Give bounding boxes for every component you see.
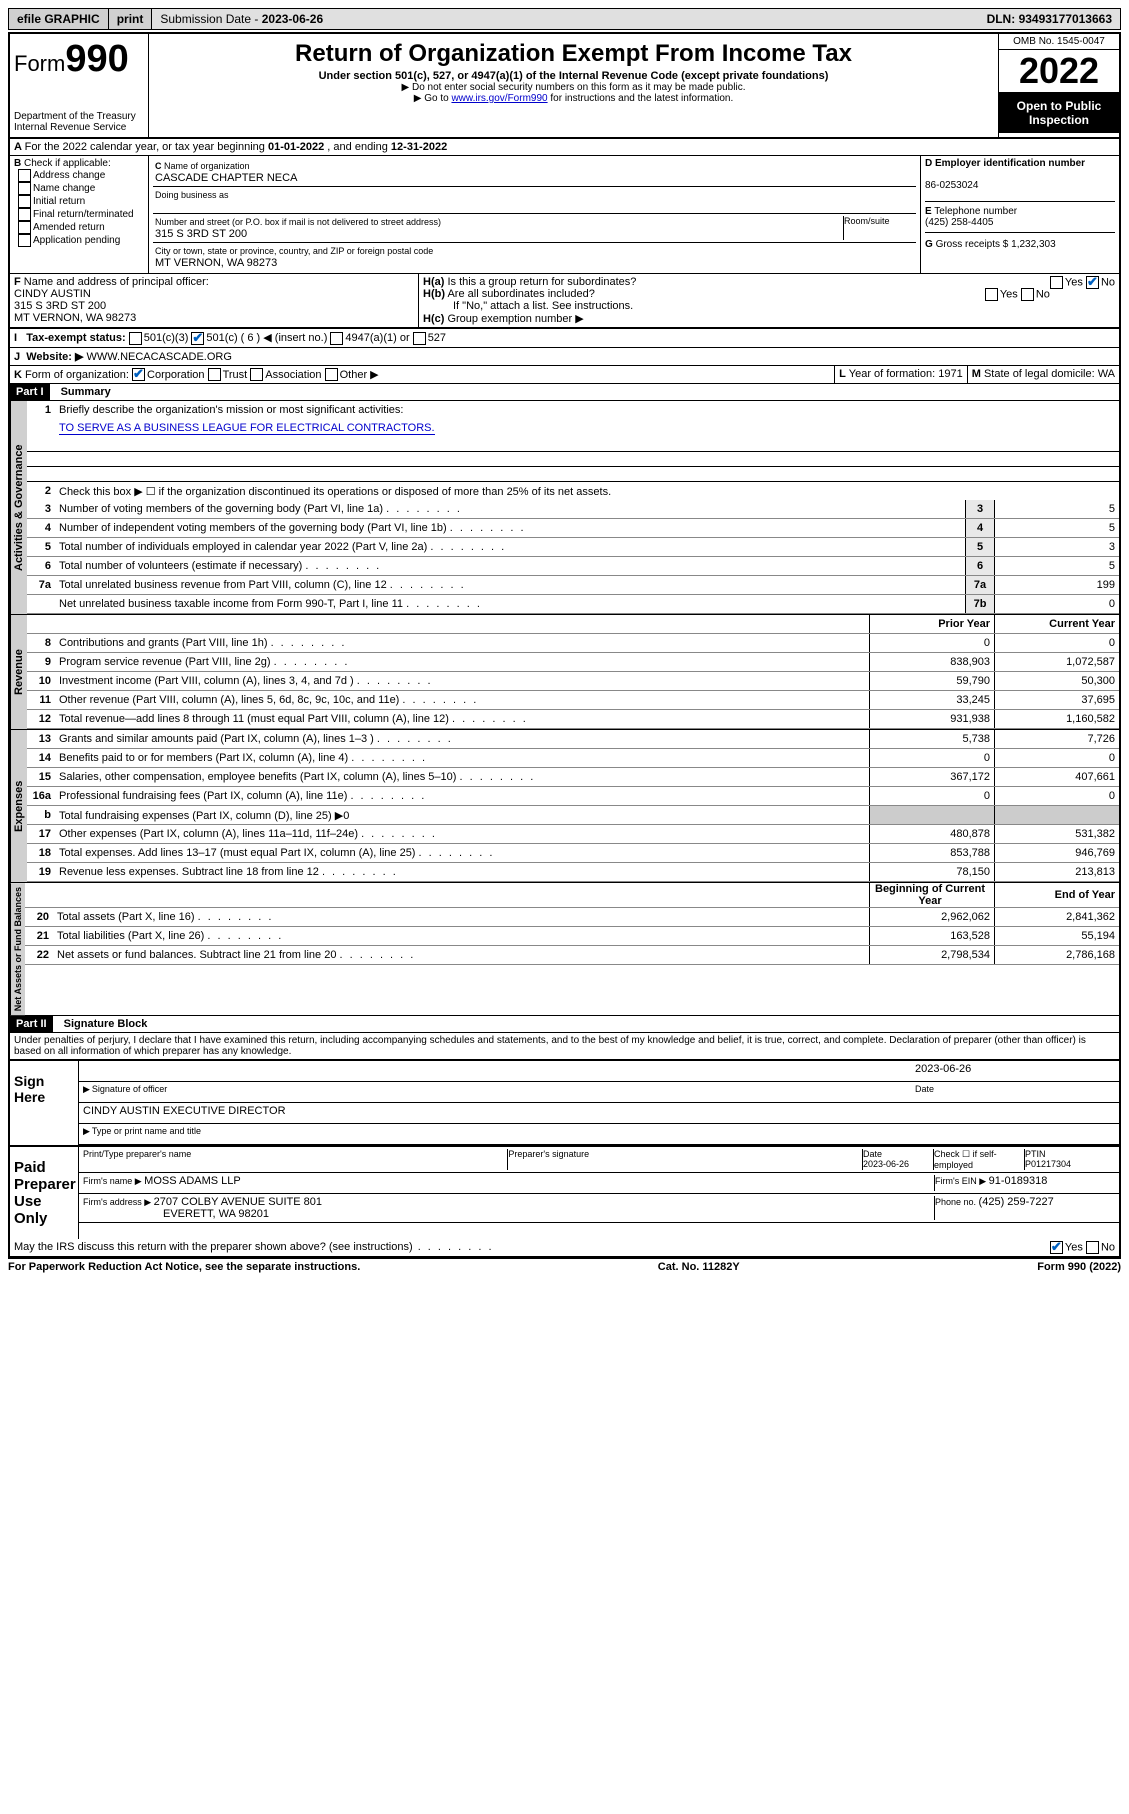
- box-k: K Form of organization: Corporation Trus…: [10, 366, 835, 384]
- discuss-preparer: May the IRS discuss this return with the…: [10, 1239, 1046, 1256]
- box-l: L Year of formation: 1971: [835, 366, 968, 384]
- form-line: 6Total number of volunteers (estimate if…: [27, 557, 1119, 576]
- top-toolbar: efile GRAPHIC print Submission Date - 20…: [8, 8, 1121, 30]
- form-line: 10Investment income (Part VIII, column (…: [27, 672, 1119, 691]
- form-line: bTotal fundraising expenses (Part IX, co…: [27, 806, 1119, 825]
- checkbox-item[interactable]: Name change: [18, 182, 144, 195]
- form-line: 22Net assets or fund balances. Subtract …: [25, 946, 1119, 965]
- form-990: Form990 Department of the Treasury Inter…: [8, 32, 1121, 1259]
- submission-date: Submission Date - 2023-06-26: [152, 9, 331, 29]
- print-button[interactable]: print: [109, 9, 153, 29]
- form-title: Return of Organization Exempt From Incom…: [149, 34, 998, 137]
- form-line: 20Total assets (Part X, line 16) 2,962,0…: [25, 908, 1119, 927]
- form-line: 16aProfessional fundraising fees (Part I…: [27, 787, 1119, 806]
- form-line: 15Salaries, other compensation, employee…: [27, 768, 1119, 787]
- instructions-link[interactable]: www.irs.gov/Form990: [451, 93, 547, 104]
- form-line: 11Other revenue (Part VIII, column (A), …: [27, 691, 1119, 710]
- form-line: 12Total revenue—add lines 8 through 11 (…: [27, 710, 1119, 729]
- checkbox-item[interactable]: Address change: [18, 169, 144, 182]
- sign-here-label: Sign Here: [10, 1061, 78, 1145]
- year-box: OMB No. 1545-0047 2022 Open to Public In…: [998, 34, 1119, 137]
- vtab-revenue: Revenue: [10, 615, 27, 729]
- form-line: 17Other expenses (Part IX, column (A), l…: [27, 825, 1119, 844]
- box-c: C Name of organizationCASCADE CHAPTER NE…: [149, 156, 921, 273]
- mission-text: TO SERVE AS A BUSINESS LEAGUE FOR ELECTR…: [59, 422, 435, 435]
- checkbox-item[interactable]: Initial return: [18, 195, 144, 208]
- section-a-period: A For the 2022 calendar year, or tax yea…: [10, 139, 1119, 156]
- checkbox-item[interactable]: Application pending: [18, 234, 144, 247]
- box-m: M State of legal domicile: WA: [968, 366, 1119, 384]
- box-h: H(a) Is this a group return for subordin…: [419, 274, 1119, 327]
- perjury-declaration: Under penalties of perjury, I declare th…: [10, 1033, 1119, 1059]
- page-footer: For Paperwork Reduction Act Notice, see …: [8, 1259, 1121, 1275]
- form-line: 9Program service revenue (Part VIII, lin…: [27, 653, 1119, 672]
- vtab-governance: Activities & Governance: [10, 401, 27, 614]
- vtab-expenses: Expenses: [10, 730, 27, 882]
- form-id-box: Form990 Department of the Treasury Inter…: [10, 34, 149, 137]
- dln: DLN: 93493177013663: [979, 9, 1120, 29]
- box-i: I Tax-exempt status: 501(c)(3) 501(c) ( …: [10, 329, 1119, 347]
- form-line: 18Total expenses. Add lines 13–17 (must …: [27, 844, 1119, 863]
- form-line: 13Grants and similar amounts paid (Part …: [27, 730, 1119, 749]
- form-line: 14Benefits paid to or for members (Part …: [27, 749, 1119, 768]
- form-line: 19Revenue less expenses. Subtract line 1…: [27, 863, 1119, 882]
- form-line: 21Total liabilities (Part X, line 26) 16…: [25, 927, 1119, 946]
- form-line: 5Total number of individuals employed in…: [27, 538, 1119, 557]
- form-line: 4Number of independent voting members of…: [27, 519, 1119, 538]
- part2-header: Part II: [10, 1016, 53, 1032]
- form-line: 7aTotal unrelated business revenue from …: [27, 576, 1119, 595]
- firm-name: MOSS ADAMS LLP: [144, 1175, 241, 1187]
- officer-name: CINDY AUSTIN EXECUTIVE DIRECTOR: [83, 1105, 286, 1121]
- form-line: 8Contributions and grants (Part VIII, li…: [27, 634, 1119, 653]
- checkbox-item[interactable]: Amended return: [18, 221, 144, 234]
- paid-preparer-label: Paid Preparer Use Only: [10, 1147, 78, 1239]
- box-b: B Check if applicable: Address changeNam…: [10, 156, 149, 273]
- box-f: F Name and address of principal officer:…: [10, 274, 419, 327]
- checkbox-item[interactable]: Final return/terminated: [18, 208, 144, 221]
- part1-header: Part I: [10, 384, 50, 400]
- box-d-e-g: D Employer identification number86-02530…: [921, 156, 1119, 273]
- form-line: Net unrelated business taxable income fr…: [27, 595, 1119, 614]
- efile-button[interactable]: efile GRAPHIC: [9, 9, 109, 29]
- vtab-netassets: Net Assets or Fund Balances: [10, 883, 25, 1015]
- box-j: J Website: ▶ WWW.NECACASCADE.ORG: [10, 348, 1119, 365]
- form-line: 3Number of voting members of the governi…: [27, 500, 1119, 519]
